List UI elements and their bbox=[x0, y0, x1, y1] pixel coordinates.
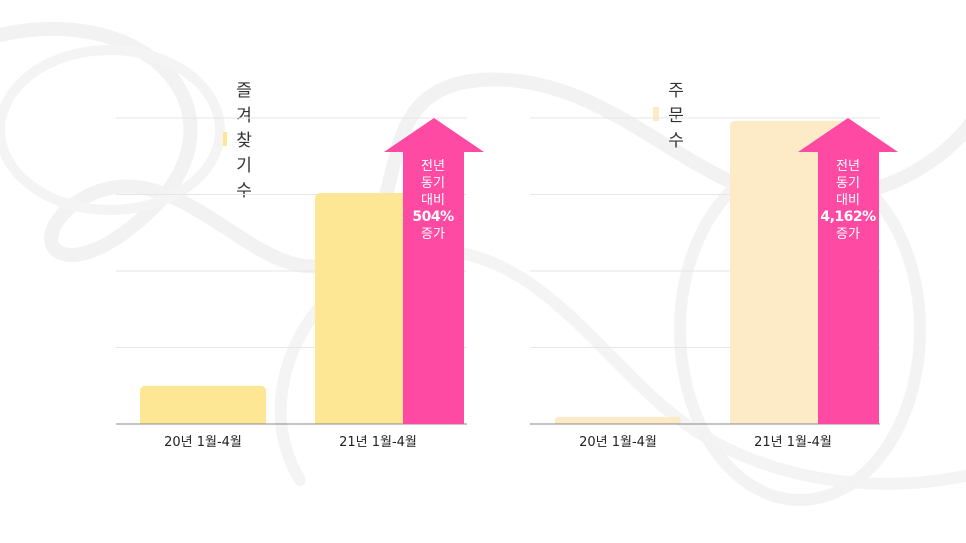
legend-label: 주문 수 bbox=[668, 81, 684, 151]
legend-swatch bbox=[223, 131, 228, 146]
increase-percent: 504% bbox=[412, 209, 454, 225]
arrow-text-line: 동기 bbox=[836, 176, 860, 191]
x-tick-label: 21년 1월-4월 bbox=[339, 435, 417, 450]
orders-legend: 주문 수 bbox=[653, 76, 692, 151]
x-tick-label: 21년 1월-4월 bbox=[754, 435, 832, 450]
legend-swatch bbox=[653, 106, 660, 121]
arrow-text-line: 동기 bbox=[421, 176, 445, 191]
increase-arrow bbox=[384, 118, 484, 424]
arrow-text-line: 대비 bbox=[421, 193, 445, 208]
arrow-text-line: 증가 bbox=[421, 227, 445, 242]
bar-1 bbox=[140, 385, 266, 424]
bar-1 bbox=[555, 416, 681, 424]
increase-arrow bbox=[798, 118, 898, 424]
arrow-text-line: 전년 bbox=[836, 159, 860, 174]
legend-label: 즐겨찾기 수 bbox=[236, 81, 252, 201]
arrow-text-line: 증가 bbox=[836, 227, 860, 242]
increase-percent: 4,162% bbox=[820, 209, 876, 225]
x-tick-label: 20년 1월-4월 bbox=[164, 435, 242, 450]
orders-increase-label: 전년 동기 대비 4,162% 증가 bbox=[818, 158, 878, 243]
arrow-text-line: 전년 bbox=[421, 159, 445, 174]
favorites-legend: 즐겨찾기 수 bbox=[223, 76, 262, 201]
x-tick-label: 20년 1월-4월 bbox=[579, 435, 657, 450]
favorites-increase-label: 전년 동기 대비 504% 증가 bbox=[403, 158, 463, 243]
arrow-text-line: 대비 bbox=[836, 193, 860, 208]
